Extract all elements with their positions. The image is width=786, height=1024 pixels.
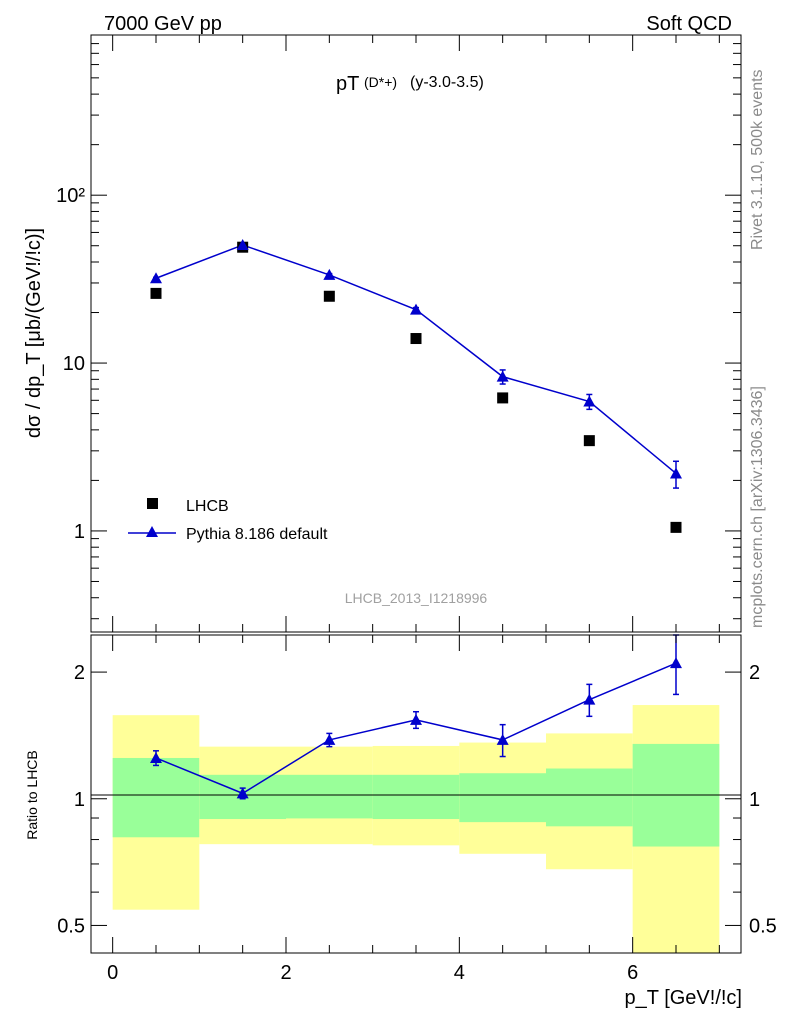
- ratio-bands: [112, 705, 720, 953]
- rivet-label: Rivet 3.1.10, 500k events: [749, 69, 766, 250]
- ratio-band-inner: [372, 774, 460, 820]
- main-marks: [150, 238, 682, 533]
- ratio-ytick-label-right: 0.5: [749, 915, 777, 937]
- ratio-ytick-label-right: 2: [749, 662, 760, 684]
- ratio-band-inner: [459, 773, 546, 823]
- ratio-xtick-label: 2: [280, 962, 291, 984]
- main-ylabel: dσ / dp_T [μb/(GeV!/!c)]: [23, 228, 45, 438]
- ratio-point: [670, 657, 682, 669]
- header-right: Soft QCD: [646, 13, 732, 35]
- pythia-point: [583, 395, 596, 407]
- header-left: 7000 GeV pp: [104, 13, 222, 35]
- plot-title-main: pT: [336, 73, 359, 95]
- main-ytick-label: 10: [63, 353, 85, 375]
- pythia-point: [670, 467, 682, 479]
- ratio-point: [496, 733, 509, 745]
- ratio-point: [410, 713, 422, 725]
- ratio-band-inner: [546, 768, 633, 827]
- pythia-point: [323, 268, 336, 280]
- ratio-marks: [150, 634, 682, 800]
- legend-lhcb-marker: [147, 498, 158, 509]
- ratio-band-inner: [286, 774, 373, 819]
- legend-pythia-label: Pythia 8.186 default: [186, 526, 328, 543]
- lhcb-point: [670, 521, 682, 533]
- pythia-series-line: [155, 244, 677, 475]
- plot-title-particle: (D*+): [364, 74, 397, 90]
- main-ytick-label: 10²: [56, 185, 85, 207]
- main-ticks: [91, 34, 741, 632]
- main-tick-labels: 1 10 10²: [56, 185, 85, 543]
- ratio-ytick-label-left: 1: [74, 789, 85, 811]
- ratio-xtick-label: 0: [107, 962, 118, 984]
- main-ytick-label: 1: [74, 521, 85, 543]
- ratio-xtick-label: 4: [454, 962, 465, 984]
- legend-pythia-marker: [146, 526, 158, 537]
- source-label: mcplots.cern.ch [arXiv:1306.3436]: [749, 386, 766, 628]
- ratio-tick-labels: 0.5 0.5 1 1 2 2 0 2 4 6: [57, 662, 777, 984]
- ratio-point: [236, 787, 249, 799]
- plot-title-range: (y-3.0-3.5): [410, 74, 484, 91]
- analysis-label: LHCB_2013_I1218996: [345, 590, 488, 606]
- lhcb-point: [583, 435, 595, 447]
- legend-lhcb-label: LHCB: [186, 498, 229, 515]
- ratio-panel: 0.5 0.5 1 1 2 2 0 2 4 6 Ratio to LHCB p_T [GeV!/!…: [24, 634, 777, 1009]
- ratio-band-inner: [112, 757, 200, 838]
- pythia-point: [150, 272, 162, 284]
- ratio-point: [323, 733, 336, 745]
- ratio-ytick-label-left: 0.5: [57, 915, 85, 937]
- pythia-point: [236, 238, 249, 250]
- ratio-ytick-label-left: 2: [74, 662, 85, 684]
- lhcb-point: [323, 290, 335, 302]
- ratio-xtick-label: 6: [627, 962, 638, 984]
- lhcb-point: [410, 333, 422, 345]
- pythia-point: [496, 370, 509, 382]
- ratio-point: [150, 751, 162, 763]
- ratio-ytick-label-right: 1: [749, 789, 760, 811]
- ratio-xlabel: p_T [GeV!/!c]: [625, 987, 742, 1009]
- ratio-ylabel: Ratio to LHCB: [24, 750, 40, 839]
- legend: LHCB Pythia 8.186 default: [128, 498, 328, 543]
- lhcb-point: [497, 392, 509, 404]
- ratio-ticks: [91, 635, 741, 953]
- pythia-point: [410, 303, 422, 315]
- main-panel: 1 10 10² pT (D*+) (y-3.0-3.5) LHCB_2013_I1…: [23, 34, 742, 633]
- ratio-point: [583, 693, 596, 705]
- lhcb-point: [150, 287, 162, 299]
